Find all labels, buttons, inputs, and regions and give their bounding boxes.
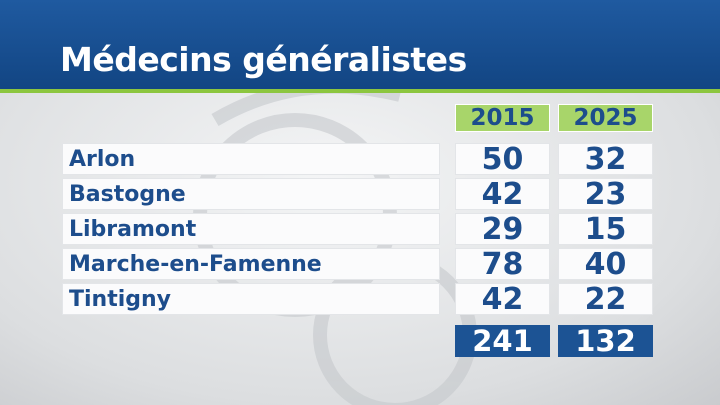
cell-value: 15 bbox=[558, 212, 653, 247]
cell-value: 42 bbox=[455, 177, 550, 212]
cell-value: 29 bbox=[455, 212, 550, 247]
row-label: Tintigny bbox=[62, 283, 440, 315]
row-label: Arlon bbox=[62, 143, 440, 175]
title: Médecins généralistes bbox=[60, 40, 467, 79]
column-header: 2025 bbox=[558, 104, 653, 132]
cell-value: 32 bbox=[558, 142, 653, 177]
cell-value: 23 bbox=[558, 177, 653, 212]
cell-value: 40 bbox=[558, 247, 653, 282]
header-band: Médecins généralistes bbox=[0, 0, 720, 93]
row-label: Marche-en-Famenne bbox=[62, 248, 440, 280]
row-label: Libramont bbox=[62, 213, 440, 245]
column-header: 2015 bbox=[455, 104, 550, 132]
cell-value: 42 bbox=[455, 282, 550, 317]
total-value: 132 bbox=[558, 324, 653, 358]
cell-value: 22 bbox=[558, 282, 653, 317]
cell-value: 50 bbox=[455, 142, 550, 177]
row-label: Bastogne bbox=[62, 178, 440, 210]
cell-value: 78 bbox=[455, 247, 550, 282]
total-value: 241 bbox=[455, 324, 550, 358]
ring bbox=[313, 253, 477, 405]
